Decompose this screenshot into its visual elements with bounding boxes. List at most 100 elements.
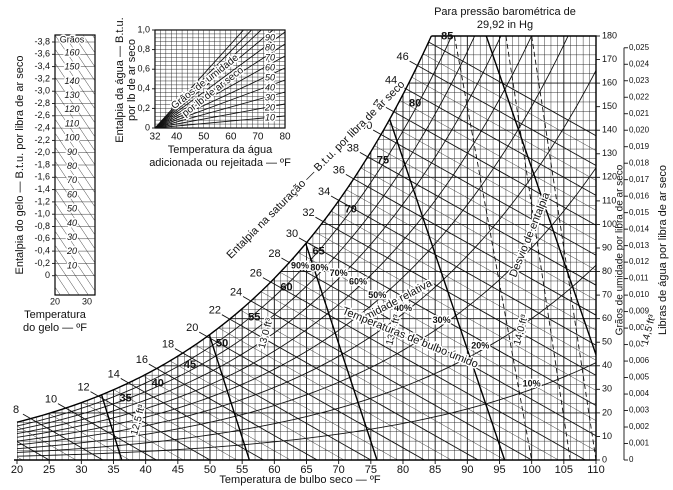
ice-hatch (82, 35, 95, 54)
ratio-tick-label: 0,024 (629, 59, 650, 68)
grains-tick-label: 170 (602, 54, 617, 64)
wet-bulb-label: 65 (313, 246, 325, 258)
ratio-axis-label: Libras de água por libra de ar seco (657, 165, 669, 335)
ice-y-tick-label: -3,2 (34, 73, 50, 83)
wet-bulb-label: 70 (345, 204, 357, 216)
grains-tick-label: 160 (602, 77, 617, 87)
ice-hatch (55, 160, 95, 222)
enthalpy-line (142, 375, 291, 460)
volume-line (460, 36, 596, 460)
enthalpy-tick (57, 403, 66, 409)
grains-tick-label: 130 (602, 148, 617, 158)
enthalpy-line (128, 382, 264, 460)
volume-line (208, 334, 251, 460)
enthalpy-line (360, 167, 596, 460)
enthalpy-line (346, 189, 596, 460)
enthalpy-tick (330, 195, 340, 201)
ratio-tick-label: 0,014 (629, 224, 650, 233)
enthalpy-tick (120, 378, 129, 384)
ice-y-tick-label: -3,0 (34, 86, 50, 96)
enthalpy-line (156, 368, 318, 460)
header-subtitle: 29,92 in Hg (477, 19, 533, 31)
enthalpy-tick-label: 24 (230, 286, 242, 298)
enthalpy-tick-label: 18 (162, 339, 174, 351)
water-ray (155, 103, 285, 128)
enthalpy-line (323, 221, 596, 460)
water-x-tick-label: 50 (198, 132, 210, 143)
enthalpy-line (411, 76, 596, 460)
ice-hatch (55, 90, 95, 152)
enthalpy-line (280, 272, 596, 460)
ice-hatch (55, 62, 95, 124)
ice-y-tick-label: -0,6 (34, 233, 50, 243)
ice-grains-label: 80 (67, 161, 77, 171)
enthalpy-tick-label: 36 (333, 164, 345, 176)
ice-y-tick-label: -0,2 (34, 258, 50, 268)
ice-grains-label: 50 (67, 204, 77, 214)
ratio-tick-label: 0,022 (629, 92, 650, 101)
ice-x-tick-label: 20 (50, 296, 60, 306)
ratio-tick-label: 0,003 (629, 406, 650, 415)
enthalpy-tick-label: 12 (77, 382, 89, 394)
rh-label: 40% (394, 303, 412, 313)
saturation-curve (16, 35, 432, 423)
water-ray (155, 43, 285, 128)
ice-hatch (55, 272, 70, 295)
x-tick-label: 105 (555, 464, 573, 476)
enthalpy-line (98, 395, 211, 460)
enthalpy-line (374, 145, 596, 460)
rh-label: 50% (368, 290, 386, 300)
rh-curve (17, 362, 596, 457)
wet-bulb-label: 35 (120, 393, 132, 405)
enthalpy-line (270, 281, 586, 460)
ice-y-tick-label: -2,0 (34, 147, 50, 157)
ice-y-tick-label: -2,6 (34, 110, 50, 120)
enthalpy-tick (90, 391, 99, 397)
enthalpy-line (393, 111, 596, 460)
ratio-tick-label: 0,006 (629, 356, 650, 365)
water-y-tick-label: 0,2 (137, 103, 150, 113)
enthalpy-line (218, 327, 452, 460)
ice-y-tick-label: -2,8 (34, 98, 50, 108)
ratio-tick-label: 0 (629, 455, 634, 464)
wet-bulb-label: 75 (377, 155, 389, 167)
rh-curve (17, 36, 596, 434)
water-y-label: Entalpia da água — B.t.u. (114, 17, 126, 142)
volume-line (100, 394, 123, 460)
enthalpy-line (113, 389, 237, 460)
rh-label: 20% (471, 340, 489, 350)
ice-hatch (55, 258, 80, 295)
enthalpy-tick-label: 22 (209, 305, 221, 317)
ice-grains-header: Grãos (60, 34, 85, 44)
enthalpy-tick-label: 26 (250, 268, 262, 280)
x-tick-label: 110 (587, 464, 605, 476)
wet-bulb-label: 55 (248, 312, 260, 324)
water-ray (155, 31, 285, 128)
ice-grains-label: 20 (66, 246, 77, 256)
enthalpy-tick (221, 314, 230, 320)
grains-tick-label: 50 (602, 337, 612, 347)
water-grains-label: 60 (265, 62, 275, 72)
rh-curve (17, 36, 596, 431)
x-tick-label: 40 (140, 464, 152, 476)
ice-y-tick-label: -3,6 (34, 49, 50, 59)
enthalpy-tick-label: 38 (347, 142, 359, 154)
grains-tick-label: 110 (602, 195, 616, 205)
ice-grains-label: 160 (64, 47, 79, 57)
water-ray (155, 67, 285, 128)
enthalpy-line (405, 88, 596, 460)
rh-curve (17, 36, 596, 427)
enthalpy-line (353, 178, 596, 460)
rh-label: 90% (291, 261, 309, 271)
ratio-tick-label: 0,013 (629, 241, 650, 250)
enthalpy-line (182, 352, 372, 460)
water-x-tick-label: 80 (279, 132, 291, 143)
x-tick-label: 50 (204, 464, 216, 476)
water-y-tick-label: 1,0 (137, 24, 150, 34)
ice-y-tick-label: -0,8 (34, 221, 50, 231)
ice-grains-label: 140 (64, 76, 79, 86)
enthalpy-line (240, 309, 505, 460)
water-x-tick-label: 70 (252, 132, 264, 143)
